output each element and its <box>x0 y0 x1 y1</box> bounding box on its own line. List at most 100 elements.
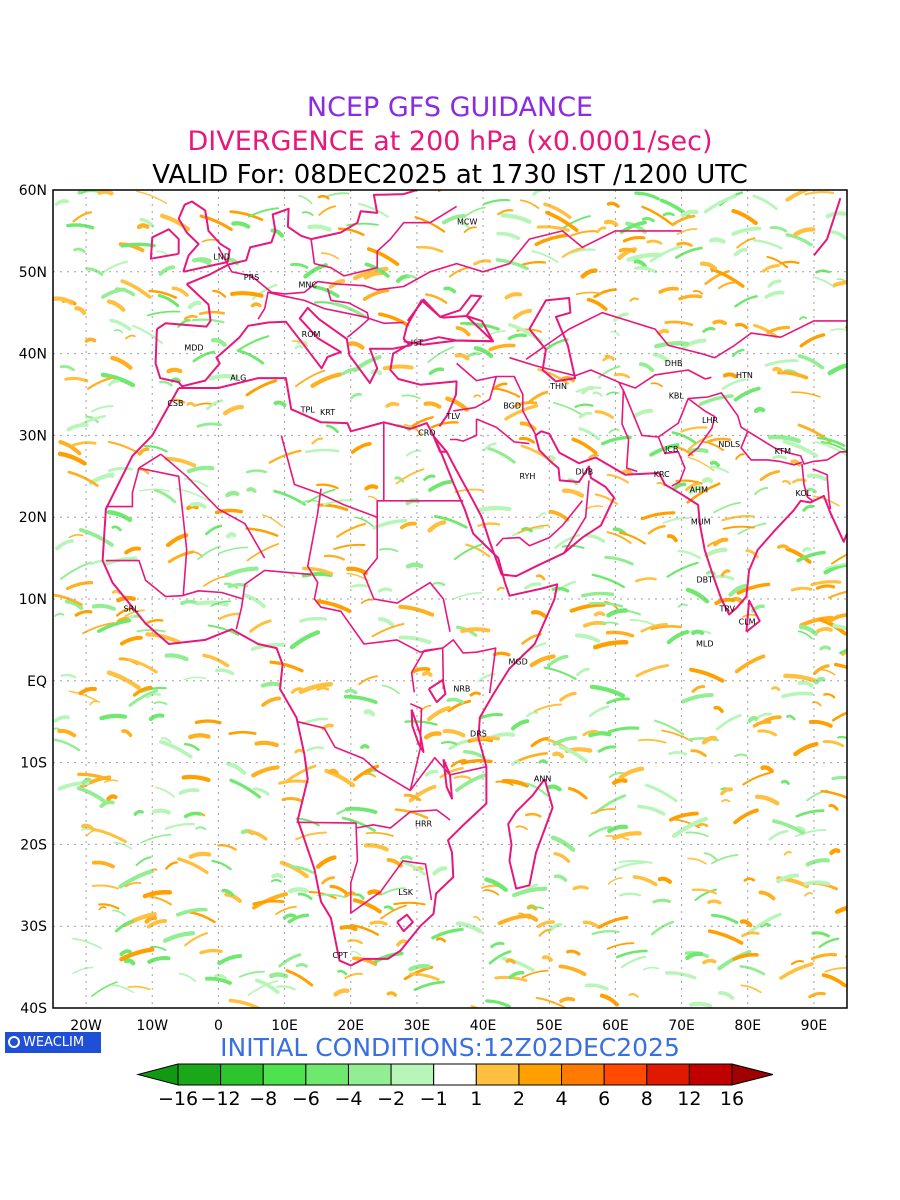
legend-value-label: −2 <box>377 1088 405 1110</box>
divergence-streak <box>470 1004 480 1008</box>
coastlines-and-borders <box>101 190 847 967</box>
divergence-streak <box>779 260 800 265</box>
divergence-streak <box>358 675 378 686</box>
divergence-streak <box>431 927 464 940</box>
divergence-streak <box>116 607 133 617</box>
divergence-streak <box>581 591 615 598</box>
divergence-streak <box>148 713 165 722</box>
divergence-streak <box>382 364 414 371</box>
legend-value-label: −4 <box>334 1088 362 1110</box>
divergence-streak <box>799 316 808 320</box>
divergence-streak <box>98 903 120 910</box>
divergence-streak <box>84 337 97 343</box>
divergence-streak <box>721 378 747 390</box>
divergence-streak <box>818 668 836 676</box>
divergence-streak <box>538 512 547 518</box>
divergence-streak <box>250 302 262 308</box>
divergence-streak <box>278 779 310 785</box>
divergence-streak <box>681 693 714 704</box>
divergence-streak <box>654 719 685 736</box>
country-border <box>105 559 244 600</box>
coastline-europeNorth <box>156 283 212 330</box>
divergence-streak <box>470 736 501 742</box>
divergence-streak <box>66 223 95 230</box>
city-label: TPL <box>300 405 316 414</box>
country-border <box>456 362 537 436</box>
divergence-streak <box>119 949 132 957</box>
legend-value-label: −1 <box>420 1088 448 1110</box>
divergence-streak <box>460 222 470 229</box>
country-border <box>740 430 803 466</box>
divergence-streak <box>736 237 756 249</box>
divergence-streak <box>305 448 340 454</box>
coastline-arabia <box>432 430 847 616</box>
divergence-streak <box>504 292 523 300</box>
divergence-streak <box>546 654 569 668</box>
divergence-streak <box>273 400 287 407</box>
divergence-streak <box>618 766 645 780</box>
divergence-streak <box>706 437 732 443</box>
divergence-streak <box>799 615 834 628</box>
divergence-streak <box>736 582 771 595</box>
divergence-streak <box>665 971 697 980</box>
divergence-streak <box>664 320 694 327</box>
divergence-streak <box>297 892 313 900</box>
divergence-streak <box>245 527 279 537</box>
divergence-streak <box>718 281 737 290</box>
divergence-streak <box>211 859 232 871</box>
divergence-streak <box>198 310 225 316</box>
divergence-streak <box>799 333 826 348</box>
divergence-streak <box>802 504 815 512</box>
divergence-streak <box>827 590 847 599</box>
divergence-streak <box>393 901 426 906</box>
city-label: ALG <box>230 374 246 383</box>
divergence-streak <box>592 391 603 397</box>
country-border <box>297 702 423 792</box>
divergence-streak <box>484 889 500 896</box>
divergence-streak <box>512 886 548 898</box>
divergence-streak <box>823 562 847 575</box>
divergence-streak <box>709 237 726 244</box>
divergence-streak <box>367 769 377 775</box>
divergence-streak <box>91 981 118 998</box>
divergence-streak <box>641 205 673 226</box>
divergence-streak <box>733 247 748 257</box>
divergence-streak <box>754 794 780 806</box>
divergence-streak <box>353 764 380 782</box>
divergence-streak <box>414 216 446 233</box>
legend-value-label: 12 <box>677 1088 701 1110</box>
divergence-streak <box>187 300 202 310</box>
divergence-streak <box>345 566 368 576</box>
divergence-streak <box>106 670 141 690</box>
divergence-streak <box>518 912 530 920</box>
divergence-streak <box>175 907 208 917</box>
city-label: HTN <box>736 371 753 380</box>
divergence-streak <box>448 266 471 278</box>
divergence-streak <box>733 753 748 758</box>
country-border <box>363 517 451 632</box>
divergence-streak <box>252 787 270 796</box>
divergence-streak <box>594 493 618 505</box>
divergence-streak <box>355 516 375 528</box>
divergence-streak <box>713 574 735 581</box>
divergence-streak <box>671 818 700 829</box>
divergence-streak <box>349 583 371 589</box>
divergence-streak <box>698 394 734 406</box>
divergence-streak <box>767 279 782 288</box>
divergence-streak <box>316 599 352 613</box>
divergence-streak <box>766 255 789 269</box>
divergence-streak <box>832 280 847 287</box>
divergence-streak <box>706 540 722 548</box>
divergence-streak <box>362 288 390 301</box>
divergence-streak <box>395 274 411 283</box>
divergence-streak <box>553 874 568 882</box>
legend-color-box <box>603 1063 648 1086</box>
divergence-streak <box>790 586 813 592</box>
divergence-streak <box>572 885 589 891</box>
divergence-streak <box>529 654 556 668</box>
divergence-field <box>53 190 847 1008</box>
divergence-streak <box>107 440 141 455</box>
divergence-streak <box>101 473 114 479</box>
divergence-streak <box>634 191 660 201</box>
